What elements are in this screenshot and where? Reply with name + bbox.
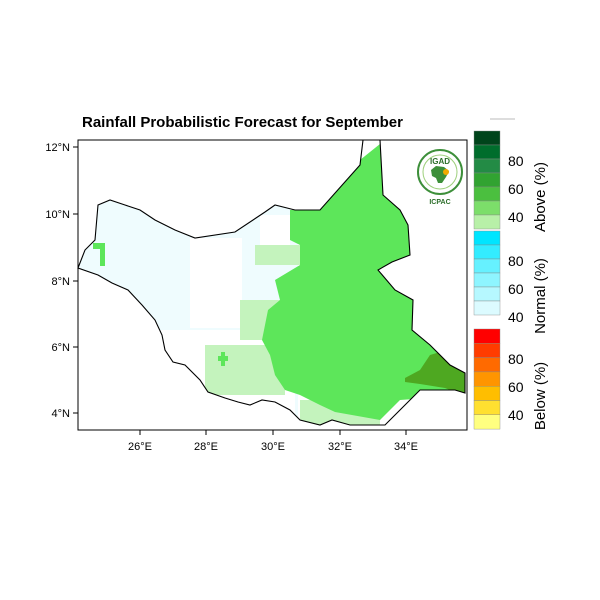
above-dark-region	[405, 352, 465, 395]
colorbar-swatch	[473, 400, 501, 416]
colorbar-swatch	[473, 357, 501, 373]
below-label-40: 40	[508, 407, 524, 423]
y-tick-label: 6°N	[52, 342, 71, 354]
colorbar-swatch	[473, 186, 501, 202]
above-label-60: 60	[508, 181, 524, 197]
colorbar-swatch	[473, 230, 501, 246]
below-label-60: 60	[508, 379, 524, 395]
logo-bottom-text: ICPAC	[429, 199, 450, 206]
colorbar-swatch	[473, 414, 501, 430]
above-spot	[100, 248, 105, 266]
x-tick-label: 28°E	[194, 441, 218, 453]
y-tick-label: 4°N	[52, 408, 71, 420]
colorbar-swatch	[473, 158, 501, 174]
colorbar-swatch	[473, 328, 501, 344]
x-tick-label: 26°E	[128, 441, 152, 453]
colorbar-swatch	[473, 343, 501, 358]
no-signal-region	[260, 215, 290, 245]
logo-top-text: IGAD	[430, 157, 450, 166]
colorbar-swatch	[473, 200, 501, 216]
normal-label-40: 40	[508, 309, 524, 325]
colorbar-swatch	[473, 386, 501, 401]
colorbar-swatch	[473, 286, 501, 302]
y-axis	[73, 146, 78, 414]
y-tick-label: 12°N	[45, 142, 70, 154]
above-label-80: 80	[508, 153, 524, 169]
above-title: Above (%)	[532, 162, 549, 232]
colorbar-swatch	[473, 272, 501, 288]
below-title: Below (%)	[532, 362, 549, 430]
x-tick-label: 30°E	[261, 441, 285, 453]
map-title: Rainfall Probabilistic Forecast for Sept…	[82, 114, 403, 131]
above-spot	[93, 243, 105, 249]
icpac-logo: IGAD ICPAC	[417, 149, 463, 206]
colorbar-swatch	[473, 130, 501, 146]
country-border	[77, 139, 466, 426]
colorbar-normal	[473, 230, 501, 316]
above-spot	[221, 352, 225, 366]
normal-label-80: 80	[508, 253, 524, 269]
x-axis	[139, 430, 407, 435]
colorbar-below	[473, 328, 501, 430]
colorbar-swatch	[473, 144, 501, 160]
y-tick-label: 10°N	[45, 209, 70, 221]
colorbar-swatch	[473, 258, 501, 274]
above-label-40: 40	[508, 209, 524, 225]
colorbar-swatch	[473, 300, 501, 316]
y-tick-label: 8°N	[52, 276, 71, 288]
x-tick-label: 32°E	[328, 441, 352, 453]
colorbar-swatch	[473, 244, 501, 260]
x-tick-label: 34°E	[394, 441, 418, 453]
colorbar-above	[473, 130, 501, 230]
normal-title: Normal (%)	[532, 258, 549, 334]
below-label-80: 80	[508, 351, 524, 367]
colorbar-swatch	[473, 371, 501, 387]
colorbar-swatch	[473, 172, 501, 188]
colorbar-swatch	[473, 214, 501, 230]
no-signal-region	[190, 238, 242, 328]
normal-label-60: 60	[508, 281, 524, 297]
above-pale-region	[255, 245, 300, 265]
